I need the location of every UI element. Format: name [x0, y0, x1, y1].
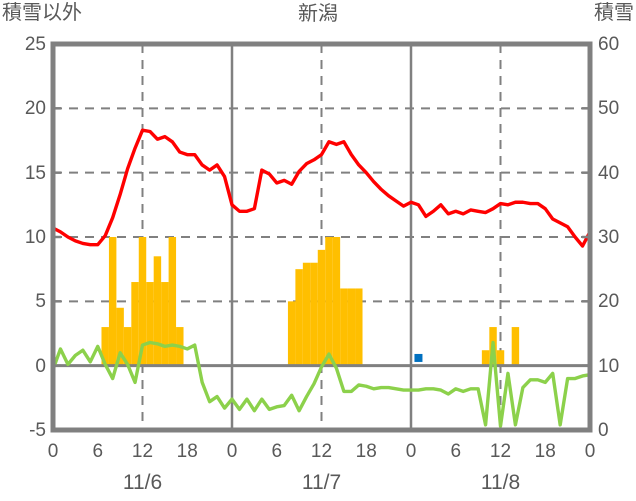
- precipitation-bar: [332, 237, 341, 366]
- y-axis-left-tick-label: 0: [35, 355, 46, 377]
- precipitation-bar: [108, 237, 117, 366]
- precipitation-bar: [295, 269, 303, 366]
- y-axis-right-tick-label: 60: [598, 34, 620, 55]
- y-axis-left-tick-label: 15: [24, 162, 46, 184]
- series-line-wind_speed: [51, 340, 592, 428]
- precipitation-bar: [347, 288, 356, 366]
- x-axis-tick-label: 0: [405, 441, 417, 462]
- precipitation-bar: [340, 288, 348, 366]
- x-axis-tick-label: 6: [450, 441, 462, 462]
- precipitation-bar: [101, 327, 109, 366]
- x-axis-tick-label: 12: [489, 441, 512, 462]
- x-axis-tick-label: 18: [534, 441, 556, 462]
- y-axis-left-tick-label: 10: [24, 227, 46, 248]
- y-axis-left-tick-label: 20: [24, 98, 46, 120]
- precipitation-bar: [481, 350, 490, 366]
- precipitation-bar: [146, 282, 154, 366]
- x-axis-tick-label: 12: [131, 441, 154, 462]
- x-axis-tick-label: 18: [355, 441, 377, 462]
- precipitation-bar: [355, 288, 363, 366]
- x-axis-tick-label: 0: [47, 441, 59, 462]
- precipitation-bar: [123, 327, 132, 366]
- series-line-temperature: [51, 128, 592, 248]
- x-axis-tick-label: 0: [226, 441, 238, 462]
- precipitation-bar: [116, 307, 124, 366]
- y-axis-right-tick-label: 50: [598, 98, 620, 120]
- x-axis-tick-label: 6: [92, 441, 104, 462]
- precipitation-bar: [131, 282, 139, 366]
- y-axis-left-tick-label: 25: [24, 34, 46, 55]
- y-axis-right-tick-label: 20: [598, 291, 620, 313]
- precipitation-bar: [161, 282, 169, 366]
- precipitation-bar: [511, 327, 520, 366]
- x-axis-day-label: 11/6: [122, 471, 163, 494]
- precipitation-bar: [153, 256, 162, 366]
- page-title: 新潟: [298, 3, 338, 25]
- right-axis-caption: 積雪: [594, 2, 634, 24]
- x-axis-tick-label: 18: [176, 441, 198, 462]
- precipitation-bar: [138, 237, 147, 366]
- y-axis-left-tick-label: 5: [35, 291, 46, 313]
- x-axis-day-label: 11/8: [480, 471, 521, 494]
- precipitation-bar: [287, 301, 296, 366]
- observation-marker: [414, 353, 423, 362]
- y-axis-right-tick-label: 0: [598, 420, 609, 441]
- precipitation-bar: [325, 237, 333, 366]
- y-axis-right-tick-label: 30: [598, 227, 620, 248]
- x-axis-day-label: 11/7: [301, 471, 342, 494]
- y-axis-left-tick-label: -5: [29, 420, 46, 441]
- precipitation-bar: [496, 350, 505, 366]
- precipitation-bar: [302, 262, 311, 366]
- left-axis-caption: 積雪以外: [2, 2, 82, 24]
- x-axis-tick-label: 6: [271, 441, 283, 462]
- y-axis-right-tick-label: 40: [598, 162, 620, 184]
- y-axis-right-tick-label: 10: [598, 355, 620, 377]
- x-axis-tick-label: 0: [584, 441, 596, 462]
- x-axis-tick-label: 12: [310, 441, 333, 462]
- precipitation-bar: [310, 262, 318, 366]
- precipitation-bar: [168, 237, 177, 366]
- precipitation-bar: [317, 249, 326, 366]
